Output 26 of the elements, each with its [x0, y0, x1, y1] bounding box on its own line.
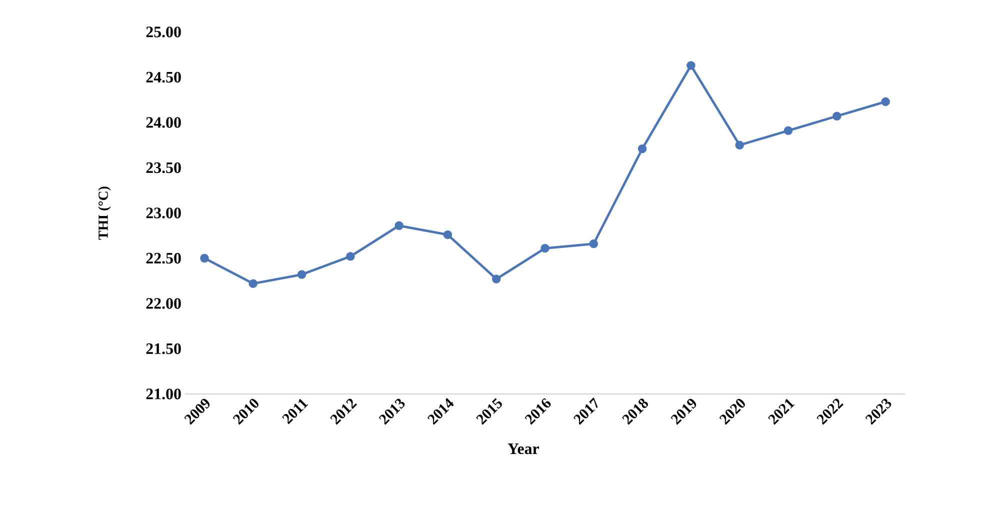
- point: [589, 239, 598, 248]
- y-tick-label: 21.00: [146, 388, 181, 400]
- y-tick-label: 22.50: [146, 252, 181, 264]
- point: [346, 252, 355, 261]
- point: [443, 230, 452, 240]
- point: [735, 140, 744, 150]
- point: [248, 279, 258, 288]
- point: [200, 254, 209, 263]
- point: [784, 126, 793, 136]
- y-axis-title: THI (°C): [98, 186, 111, 240]
- point: [686, 61, 696, 70]
- point: [492, 274, 501, 284]
- y-tick-label: 25.00: [146, 26, 181, 38]
- point: [881, 97, 890, 106]
- point: [832, 112, 842, 121]
- y-tick-label: 23.00: [146, 208, 181, 218]
- y-tick-label: 24.00: [146, 117, 181, 128]
- point: [638, 144, 647, 154]
- y-tick-label: 24.50: [146, 72, 181, 83]
- y-tick-label: 22.00: [146, 298, 181, 309]
- y-tick-label: 23.50: [146, 162, 181, 174]
- point: [394, 221, 404, 230]
- x-axis-title: Year: [508, 444, 540, 454]
- point: [297, 270, 306, 279]
- point: [540, 244, 550, 253]
- y-tick-label: 21.50: [146, 343, 181, 354]
